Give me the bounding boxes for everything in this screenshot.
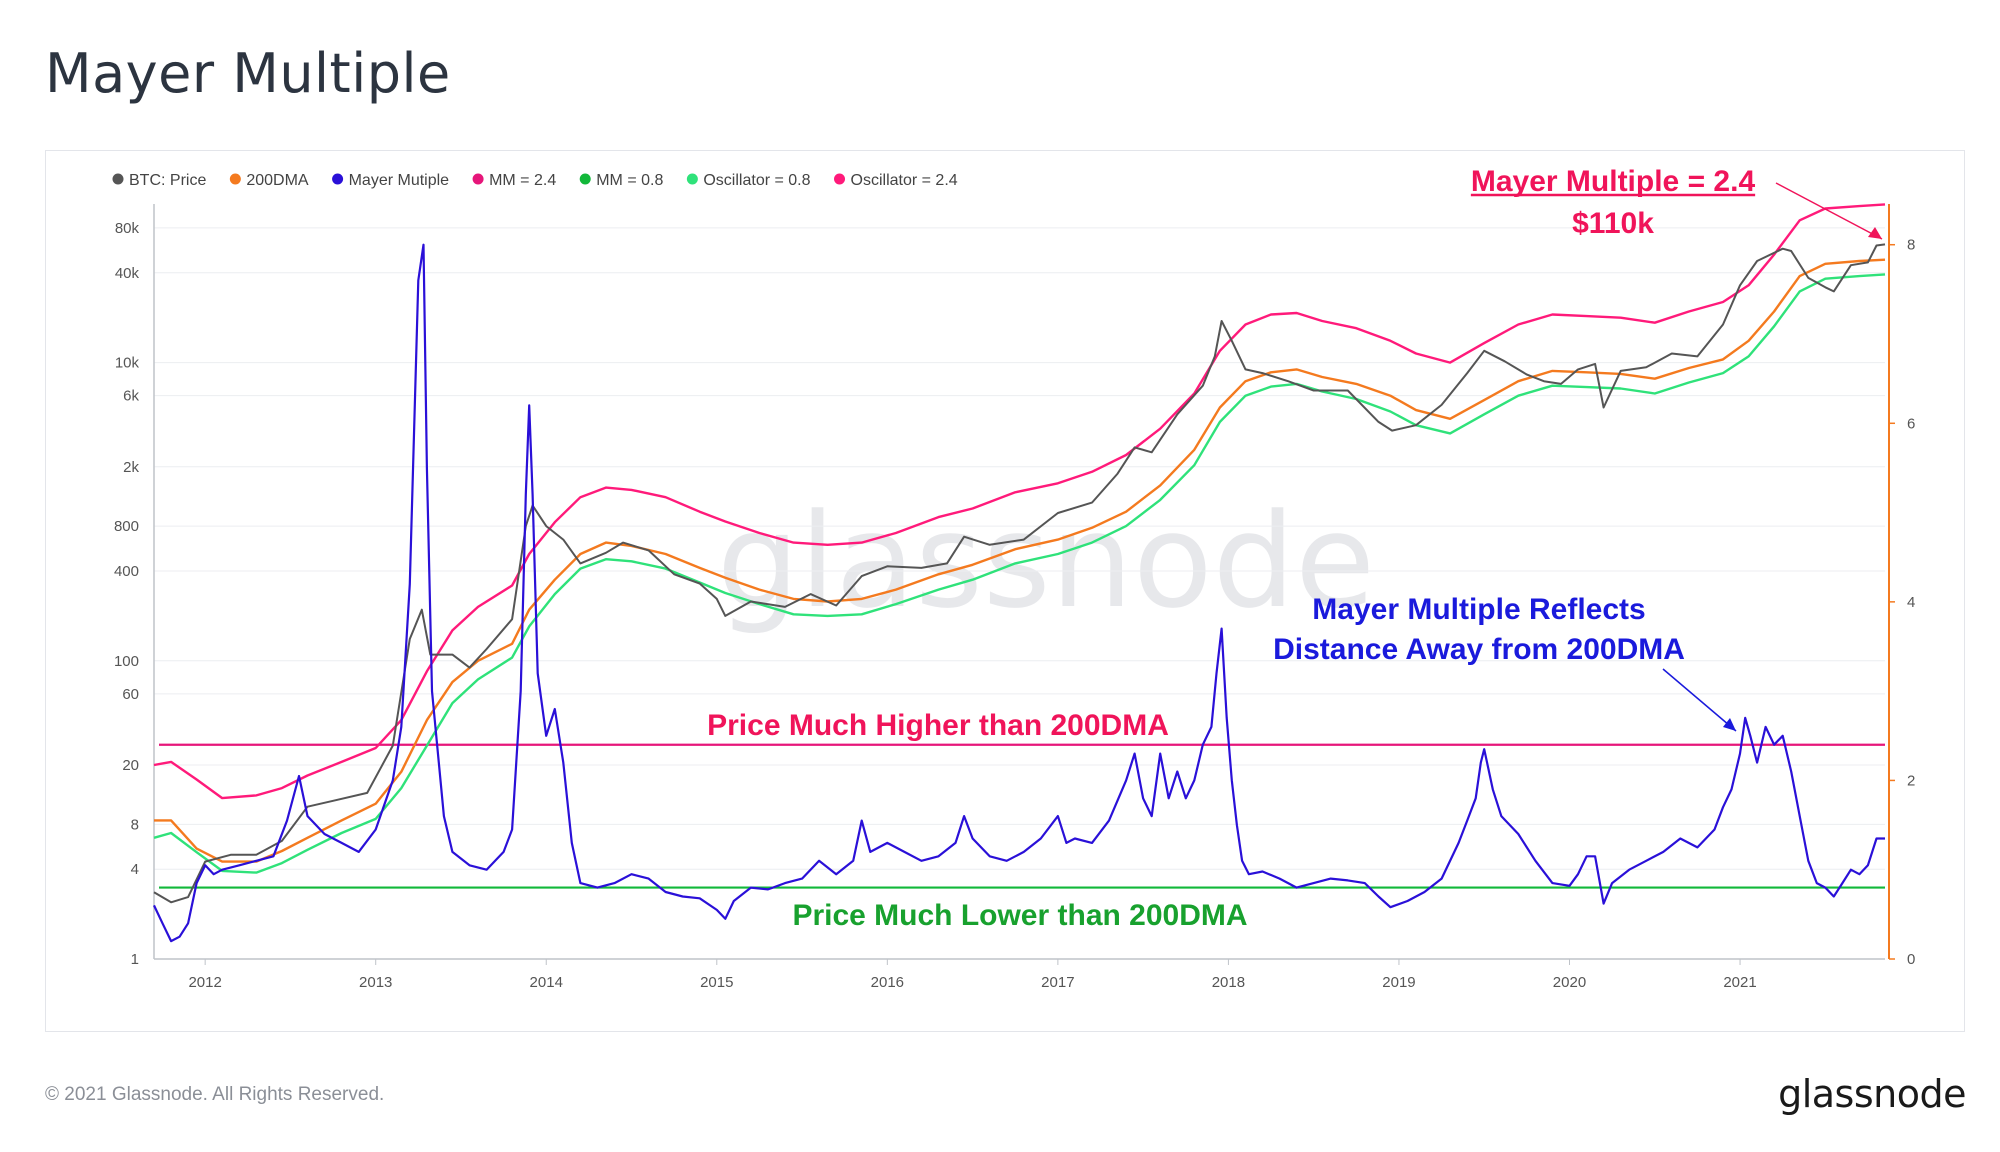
footer-copyright: © 2021 Glassnode. All Rights Reserved. (45, 1084, 385, 1105)
series-line-oscillator-0-8 (153, 273, 1886, 874)
y-right-tick-label: 0 (1907, 951, 1915, 968)
x-tick-label: 2014 (530, 974, 563, 991)
x-tick-label: 2013 (359, 974, 392, 991)
page-title: Mayer Multiple (45, 42, 451, 105)
y-left-tick-label: 800 (114, 518, 139, 535)
y-left-tick-label: 60 (122, 686, 139, 703)
y-left-tick-label: 4 (131, 861, 139, 878)
legend-label: MM = 0.8 (596, 172, 663, 189)
x-tick-label: 2018 (1212, 974, 1245, 991)
legend-marker (472, 173, 484, 185)
legend-marker (834, 173, 846, 185)
y-left-tick-label: 2k (123, 459, 139, 476)
x-tick-label: 2016 (871, 974, 904, 991)
annotation-reflects-2: Distance Away from 200DMA (1273, 633, 1685, 666)
y-left-tick-label: 10k (115, 355, 140, 372)
y-right-tick-label: 6 (1907, 415, 1915, 432)
y-left-tick-label: 6k (123, 388, 139, 405)
glassnode-logo[interactable]: glassnode (1778, 1072, 1966, 1116)
y-left-tick-label: 100 (114, 653, 139, 670)
annotation-arrow (1662, 668, 1737, 732)
annotation-arrowhead (1868, 227, 1882, 239)
series-line-btc-price (153, 243, 1886, 904)
y-right-tick-label: 8 (1907, 237, 1915, 254)
x-tick-label: 2017 (1041, 974, 1074, 991)
y-left-tick-label: 1 (131, 951, 139, 968)
y-left-tick-label: 400 (114, 563, 139, 580)
x-tick-label: 2020 (1553, 974, 1586, 991)
annotation-mm-target-title: Mayer Multiple = 2.4 (1471, 165, 1756, 198)
watermark: glassnode (717, 485, 1375, 637)
legend-marker (229, 173, 241, 185)
y-right-tick-label: 4 (1907, 594, 1915, 611)
series-line-oscillator-2-4 (153, 203, 1886, 800)
annotation-arrowhead (1723, 718, 1736, 731)
legend-marker (112, 173, 124, 185)
x-tick-label: 2021 (1723, 974, 1756, 991)
chart-panel: glassnode 1 4 8 20 60 100 400 800 2k 6k 10k 40k 80k 0 2… (45, 150, 1965, 1032)
legend-label: Oscillator = 0.8 (703, 172, 810, 189)
x-tick-label: 2015 (700, 974, 733, 991)
legend-label: 200DMA (246, 172, 309, 189)
y-left-tick-label: 20 (122, 757, 139, 774)
x-tick-label: 2019 (1382, 974, 1415, 991)
legend-marker (686, 173, 698, 185)
annotation-lower-label: Price Much Lower than 200DMA (792, 899, 1247, 932)
legend-marker (332, 173, 344, 185)
legend-label: BTC: Price (129, 172, 206, 189)
y-left-tick-label: 40k (115, 265, 140, 282)
x-tick-label: 2012 (188, 974, 221, 991)
legend-label: Mayer Mutiple (349, 172, 450, 189)
legend-label: Oscillator = 2.4 (851, 172, 958, 189)
legend-marker (579, 173, 591, 185)
legend-label: MM = 2.4 (489, 172, 556, 189)
y-right-tick-label: 2 (1907, 772, 1915, 789)
series-line-mayer-mutiple (153, 243, 1885, 943)
y-left-tick-label: 8 (131, 816, 139, 833)
series-line-200dma (154, 258, 1886, 863)
annotation-arrow (1775, 182, 1883, 240)
annotation-higher-label: Price Much Higher than 200DMA (707, 709, 1169, 742)
annotation-reflects-1: Mayer Multiple Reflects (1312, 593, 1645, 626)
chart-svg: glassnode 1 4 8 20 60 100 400 800 2k 6k 10k 40k 80k 0 2… (112, 165, 1915, 991)
annotation-mm-target-value: $110k (1572, 207, 1654, 240)
y-left-tick-label: 80k (115, 220, 140, 237)
